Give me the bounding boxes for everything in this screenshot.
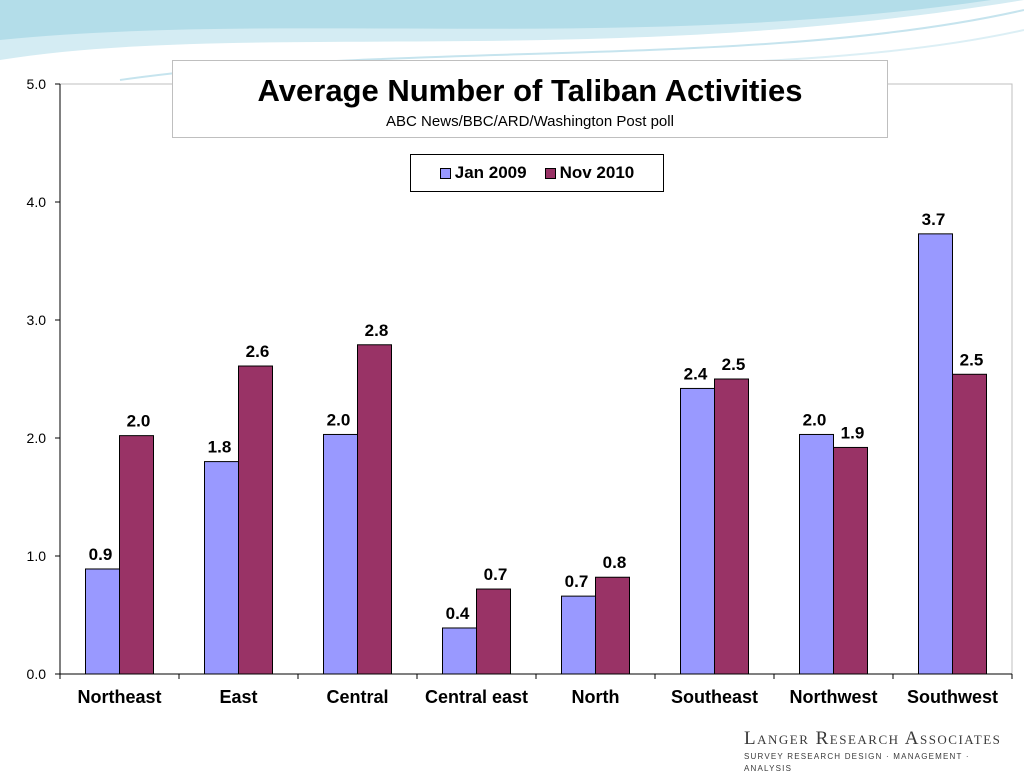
- y-tick-label: 1.0: [27, 548, 47, 564]
- legend-entry-jan-2009: Jan 2009: [439, 163, 527, 183]
- data-label-southeast-jan-2009: 2.4: [684, 364, 708, 383]
- legend-label-nov-2010: Nov 2010: [559, 163, 635, 182]
- bar-central-east-nov-2010: [476, 588, 511, 675]
- y-tick-label: 0.0: [27, 666, 47, 682]
- data-label-central-nov-2010: 2.8: [365, 321, 389, 340]
- x-category-label-north: North: [572, 687, 620, 707]
- logo-tagline: SURVEY RESEARCH DESIGN · MANAGEMENT · AN…: [744, 752, 970, 773]
- bar-northwest-nov-2010: [833, 446, 868, 675]
- data-label-northeast-nov-2010: 2.0: [127, 412, 151, 431]
- data-label-southwest-jan-2009: 3.7: [922, 210, 946, 229]
- data-label-southeast-nov-2010: 2.5: [722, 355, 746, 374]
- bar-central-jan-2009: [323, 433, 358, 675]
- data-label-east-nov-2010: 2.6: [246, 342, 270, 361]
- y-tick-label: 4.0: [27, 194, 47, 210]
- legend: Jan 2009 Nov 2010: [410, 154, 664, 192]
- data-label-north-nov-2010: 0.8: [603, 553, 627, 572]
- chart-subtitle: ABC News/BBC/ARD/Washington Post poll: [386, 113, 674, 130]
- legend-entry-nov-2010: Nov 2010: [544, 163, 635, 183]
- x-category-label-northwest: Northwest: [789, 687, 877, 707]
- bar-northeast-jan-2009: [85, 568, 120, 675]
- legend-swatch-jan-2009: [439, 167, 451, 179]
- bar-southeast-jan-2009: [680, 387, 715, 675]
- chart-title-box: Average Number of Taliban Activities ABC…: [172, 60, 888, 138]
- legend-swatch-nov-2010: [544, 167, 556, 179]
- bar-central-east-jan-2009: [442, 627, 477, 675]
- logo-name: Langer Research Associates: [744, 728, 1002, 749]
- bar-east-jan-2009: [204, 461, 239, 675]
- chart-title: Average Number of Taliban Activities: [257, 73, 803, 108]
- bar-southeast-nov-2010: [714, 378, 749, 675]
- x-category-label-southeast: Southeast: [671, 687, 758, 707]
- data-label-east-jan-2009: 1.8: [208, 438, 232, 457]
- data-label-central-east-nov-2010: 0.7: [484, 565, 508, 584]
- swoosh-band-mid: [0, 0, 1024, 40]
- bar-northeast-nov-2010: [119, 435, 154, 675]
- data-label-northwest-nov-2010: 1.9: [841, 423, 865, 442]
- x-category-label-central-east: Central east: [425, 687, 528, 707]
- data-label-central-east-jan-2009: 0.4: [446, 604, 470, 623]
- x-category-label-northeast: Northeast: [77, 687, 161, 707]
- bar-northwest-jan-2009: [799, 433, 834, 675]
- x-category-label-southwest: Southwest: [907, 687, 998, 707]
- data-label-southwest-nov-2010: 2.5: [960, 350, 984, 369]
- bar-southwest-jan-2009: [918, 233, 953, 675]
- data-label-central-jan-2009: 2.0: [327, 410, 351, 429]
- bar-north-jan-2009: [561, 595, 596, 675]
- bar-north-nov-2010: [595, 576, 630, 675]
- x-category-label-central: Central: [326, 687, 388, 707]
- x-axis: Northeast East Central Central east North Sou…: [59, 673, 1013, 707]
- y-axis: 0.0 1.0 2.0 3.0 4.0 5.0: [27, 76, 61, 682]
- data-label-north-jan-2009: 0.7: [565, 572, 589, 591]
- data-label-northwest-jan-2009: 2.0: [803, 410, 827, 429]
- legend-label-jan-2009: Jan 2009: [454, 163, 527, 182]
- bar-southwest-nov-2010: [952, 373, 987, 675]
- y-tick-label: 3.0: [27, 312, 47, 328]
- y-tick-label: 5.0: [27, 76, 47, 92]
- data-label-northeast-jan-2009: 0.9: [89, 545, 113, 564]
- x-category-label-east: East: [219, 687, 257, 707]
- bar-east-nov-2010: [238, 365, 273, 675]
- bar-central-nov-2010: [357, 344, 392, 675]
- y-tick-label: 2.0: [27, 430, 47, 446]
